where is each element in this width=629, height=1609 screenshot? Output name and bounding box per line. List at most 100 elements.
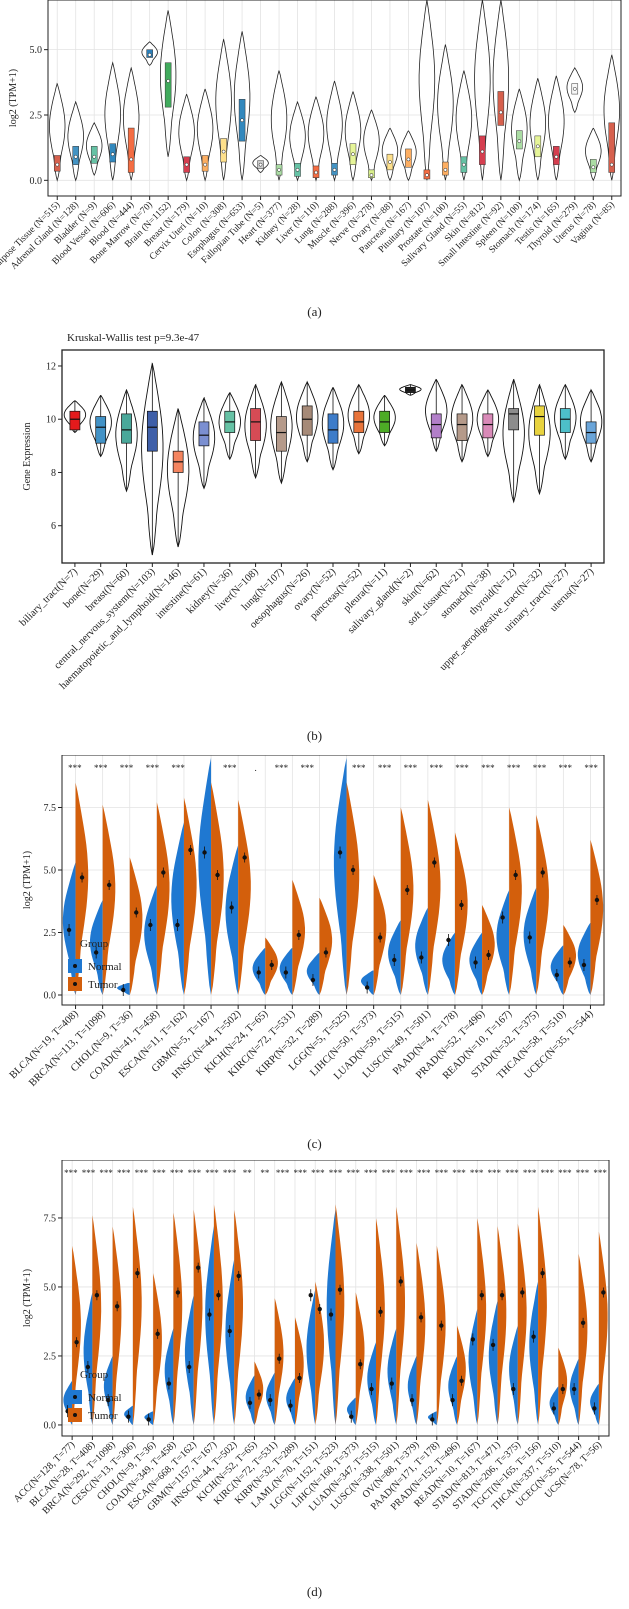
panel-a-violin [529,78,546,181]
panel-d-tumor-half [376,1217,385,1425]
panel-d-tumor-mean-point [499,1293,505,1298]
panel-d-tumor-mean-point [439,1323,444,1328]
panel-a-violin [141,41,158,66]
panel-c-split-violin [577,840,604,995]
panel-c-normal-mean-point [527,935,532,940]
panel-b-box [95,416,107,444]
panel-d-tumor-half [517,1223,527,1425]
panel-a-median-point [535,144,540,149]
panel-c-split-violin [523,815,549,995]
panel-d-normal-half [103,1355,113,1425]
panel-b-chart: Kruskal-Wallis test p=9.3e-47 6 8 10 12 Gene … [18,332,605,692]
panel-a-median-point [332,168,337,172]
panel-a-median-point [240,118,244,123]
panel-c-normal-mean-point [229,905,234,910]
panel-a-median-point [406,157,411,162]
panel-c-ytick-label: 2.5 [44,928,57,939]
panel-d-split-violin [164,1212,183,1425]
panel-c-tumor-mean-point [242,855,247,860]
panel-b-violin [373,395,396,447]
panel-a-violin [566,66,583,114]
panel-b-ylabel: Gene Expression [22,422,33,490]
panel-a-violin-body [123,66,140,181]
panel-d-tumor-mean-point [155,1331,160,1337]
panel-d-normal-mean-point [450,1397,455,1403]
panel-a-violin [160,10,177,157]
panel-c-normal-mean-point [283,970,289,975]
panel-d-significance-mark: *** [505,1168,519,1178]
panel-c-normal-half [198,757,212,995]
panel-b-violin [502,378,525,504]
panel-a-median-point [258,162,263,167]
panel-c-tumor-mean-point [432,860,437,865]
panel-b-box [250,408,261,441]
panel-d-normal-mean-point [247,1400,253,1406]
panel-d-tumor-mean-point [418,1315,424,1320]
panel-a-violin [418,0,436,181]
panel-d-normal-mean-point [369,1386,374,1392]
panel-d-legend-title: Group [80,1369,109,1381]
panel-c-normal-half [333,757,347,995]
panel-d-split-violin [468,1217,487,1425]
panel-c-normal-mean-point [446,937,451,943]
panel-c-significance-mark: *** [455,763,469,773]
panel-d-normal-half [205,1226,214,1425]
panel-a-violin [104,61,121,181]
panel-d-normal-mean-point [308,1293,313,1298]
panel-d-split-violin [367,1217,385,1425]
panel-b-violin [244,383,267,480]
panel-c-tumor-mean-point [405,887,410,893]
panel-d-normal-mean-point [105,1397,111,1403]
panel-a-violin-body [492,0,509,181]
panel-d-tumor-half [416,1242,426,1425]
panel-a-median-point [73,154,78,159]
panel-c-tumor-mean-point [350,867,356,873]
panel-b-ytick-label: 6 [51,521,56,532]
panel-d-normal-mean-point [592,1406,597,1411]
panel-c-tumor-half [102,805,116,995]
panel-c-tumor-mean-point [540,870,545,875]
panel-c-normal-half [577,922,591,995]
panel-d-significance-mark: *** [188,1168,202,1178]
panel-a-violin-body [529,78,546,181]
panel-d-significance-mark: *** [399,1168,413,1178]
panel-d-normal-half [488,1300,498,1425]
panel-c-split-violin [171,797,197,995]
panel-a-violin [511,88,528,182]
panel-a-violin [196,88,214,182]
panel-d-tumor-half [193,1209,203,1425]
panel-a-violin-body [49,82,66,182]
panel-d-legend-point [73,1413,77,1417]
panel-c-split-violin [90,805,116,995]
panel-a-median-point [55,162,60,167]
panel-a-violin [400,130,417,182]
panel-d-ytick-label: 5.0 [44,1282,57,1293]
panel-b-box [327,413,339,444]
panel-a-median-point [203,162,207,167]
panel-d-significance-mark: ** [260,1168,270,1178]
panel-d-tumor-mean-point [580,1320,586,1326]
panel-c-tumor-mean-point [106,882,112,888]
panel-d-ytick-label: 0.0 [44,1420,57,1431]
panel-d-chart: *** *** *** *** *** *** *** *** *** *** ** ** *** ***… [12,1160,610,1517]
panel-a-violin-body [270,70,288,181]
panel-b-violin [399,384,422,396]
panel-d-significance-mark: *** [558,1168,572,1178]
panel-a-box [164,62,172,108]
panel-d-tumor-mean-point [277,1356,282,1361]
panel-a-median-point [425,173,429,177]
panel-c-split-violin [252,937,278,995]
panel-c-tumor-mean-point [79,875,85,880]
panel-b-box [559,408,571,433]
panel-c-tumor-mean-point [486,952,491,958]
panel-d-tumor-half [132,1206,142,1425]
panel-c-significance-mark: *** [584,763,598,773]
panel-a-violin-body [437,44,454,181]
panel-a-median-point [351,152,355,157]
panel-a-violin [603,54,620,181]
panel-c-significance-mark: . [254,763,256,773]
panel-c-significance-mark: *** [94,763,108,773]
panel-d-tumor-mean-point [175,1290,181,1295]
panel-c-normal-mean-point [93,950,99,955]
